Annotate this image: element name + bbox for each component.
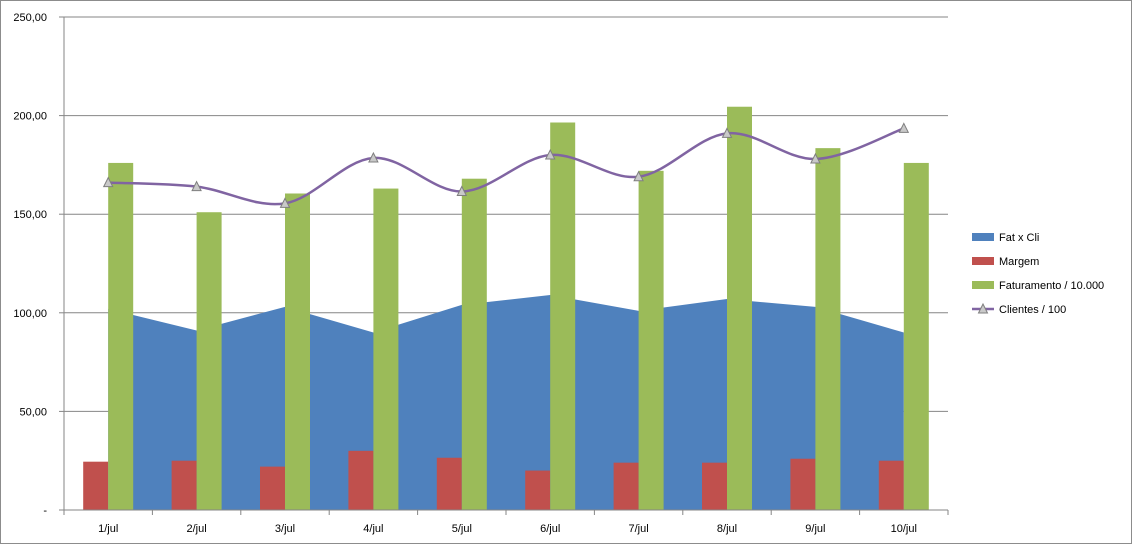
bar-series — [83, 106, 929, 511]
y-tick-label: 200,00 — [13, 111, 47, 123]
triangle-marker — [810, 152, 821, 164]
legend-swatch — [972, 233, 994, 241]
y-tick-label: 150,00 — [13, 209, 47, 221]
x-tick-label: 7/jul — [629, 523, 649, 535]
legend-label: Faturamento / 10.000 — [999, 280, 1104, 292]
bar-faturamento — [108, 162, 134, 511]
triangle-marker — [191, 180, 202, 192]
bar-faturamento — [815, 148, 841, 510]
legend-label: Clientes / 100 — [999, 304, 1066, 316]
bar-faturamento — [903, 162, 929, 511]
x-tick-label: 3/jul — [275, 523, 295, 535]
triangle-marker — [633, 170, 644, 182]
triangle-marker — [456, 185, 468, 197]
bar-margem — [348, 450, 374, 510]
bar-margem — [613, 462, 639, 510]
bar-margem — [171, 460, 197, 510]
bar-faturamento — [285, 193, 310, 510]
legend-swatch — [972, 281, 994, 289]
x-tick-label: 6/jul — [540, 523, 560, 535]
bar-faturamento — [196, 212, 222, 510]
bar-margem — [790, 458, 816, 510]
triangle-marker — [721, 127, 733, 138]
y-tick-label: 250,00 — [13, 12, 47, 24]
triangle-marker — [279, 197, 291, 208]
bar-faturamento — [550, 122, 576, 510]
x-tick-label: 10/jul — [891, 523, 917, 535]
legend-label: Margem — [999, 256, 1039, 268]
y-tick-label: - — [43, 505, 47, 517]
bar-faturamento — [727, 106, 752, 510]
bar-margem — [525, 470, 551, 510]
legend: Fat x Cli Margem Faturamento / 10.000 Clien… — [972, 232, 1104, 316]
x-tick-label: 8/jul — [717, 523, 737, 535]
triangle-marker-icon — [977, 302, 989, 314]
bar-margem — [878, 460, 904, 510]
bar-margem — [83, 461, 109, 510]
line-clientes — [108, 127, 905, 206]
bar-faturamento — [373, 188, 399, 510]
area-fat-x-cli — [108, 295, 904, 510]
triangle-marker — [544, 148, 556, 160]
x-tick-label: 9/jul — [805, 523, 825, 535]
x-tick-label: 1/jul — [98, 523, 118, 535]
x-tick-label: 5/jul — [452, 523, 472, 535]
line-series — [102, 122, 910, 208]
triangle-marker — [368, 151, 379, 163]
bar-margem — [260, 466, 285, 510]
area-series — [108, 295, 904, 510]
legend-label: Fat x Cli — [999, 232, 1039, 244]
triangle-marker — [898, 122, 910, 133]
x-tick-label: 4/jul — [363, 523, 383, 535]
y-tick-label: 100,00 — [13, 308, 47, 320]
bar-margem — [436, 457, 462, 510]
axes: - 50,00 100,00 150,00 200,00 250,00 1/jul 2/jul… — [13, 12, 949, 535]
triangle-marker — [102, 176, 114, 188]
bar-faturamento — [461, 178, 487, 511]
bar-margem — [702, 462, 727, 510]
x-tick-label: 2/jul — [187, 523, 207, 535]
bar-faturamento — [638, 170, 664, 511]
y-tick-label: 50,00 — [19, 406, 47, 418]
legend-swatch — [972, 257, 994, 265]
